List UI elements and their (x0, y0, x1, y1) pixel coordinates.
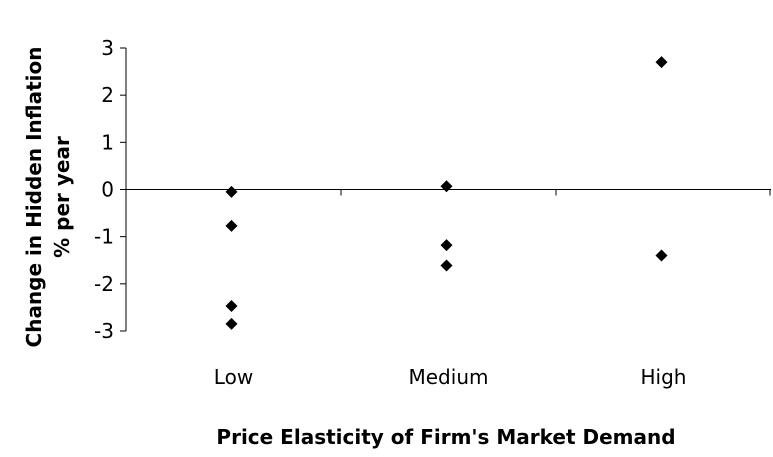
data-point (440, 180, 453, 193)
x-tick-label: High (641, 365, 687, 389)
data-point (225, 317, 238, 330)
y-tick-label: 0 (101, 178, 114, 202)
y-axis-title: Change in Hidden Inflation % per year (22, 47, 74, 348)
data-point (225, 185, 238, 198)
data-point (440, 239, 453, 252)
y-tick-labels: 3 2 1 0 -1 -2 -3 (94, 36, 114, 343)
x-axis-title: Price Elasticity of Firm's Market Demand (216, 425, 675, 449)
y-tick-label: 1 (101, 130, 114, 154)
data-point (225, 219, 238, 232)
data-point (655, 56, 668, 69)
x-tick-label: Low (214, 365, 253, 389)
y-tick-label: -1 (94, 225, 114, 249)
data-points (225, 56, 668, 330)
data-point (440, 259, 453, 272)
y-tick-label: 3 (101, 36, 114, 60)
y-axis-title-line-1: Change in Hidden Inflation (22, 47, 46, 348)
y-axis-title-line-2: % per year (50, 136, 74, 258)
y-tick-label: 2 (101, 83, 114, 107)
x-tick-labels: Low Medium High (214, 365, 687, 389)
data-point (225, 300, 238, 313)
data-point (655, 249, 668, 262)
y-tick-label: -3 (94, 319, 114, 343)
x-tick-label: Medium (409, 365, 489, 389)
y-tick-label: -2 (94, 272, 114, 296)
